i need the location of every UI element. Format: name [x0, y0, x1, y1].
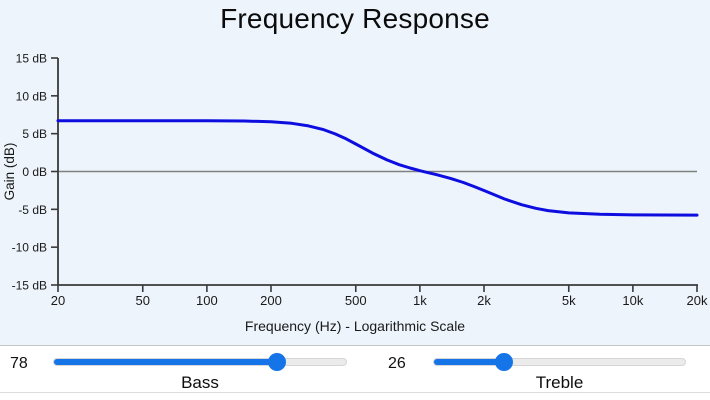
y-tick-label: 0 dB	[22, 165, 47, 179]
x-tick-label: 100	[196, 293, 218, 308]
y-axis-title: Gain (dB)	[2, 143, 17, 201]
x-tick-label: 200	[260, 293, 282, 308]
y-tick-label: -15 dB	[12, 279, 47, 293]
x-tick-label: 5k	[562, 293, 576, 308]
bass-value: 78	[10, 355, 28, 372]
chart-title: Frequency Response	[220, 3, 490, 34]
x-tick-label: 20k	[687, 293, 708, 308]
response-curve	[56, 119, 699, 217]
x-axis-title: Frequency (Hz) - Logarithmic Scale	[245, 318, 465, 334]
axis-lines	[57, 58, 698, 286]
y-tick-label: -10 dB	[12, 241, 47, 255]
treble-label: Treble	[535, 373, 584, 392]
y-tick-label: 5 dB	[22, 127, 47, 141]
y-tick-label: 15 dB	[16, 52, 47, 66]
chart-canvas: 15 dB 10 dB 5 dB 0 dB -5 dB -10 dB -15 dB 20 50 1…	[2, 52, 708, 335]
y-tick-label: -5 dB	[18, 203, 47, 217]
y-tick-label: 10 dB	[16, 89, 47, 103]
x-tick-label: 50	[136, 293, 150, 308]
bass-slider-column: Bass	[53, 353, 347, 392]
bass-slider[interactable]	[53, 353, 347, 371]
bass-label: Bass	[181, 373, 219, 392]
bass-control: 78 Bass	[0, 353, 355, 392]
x-tick-label: 2k	[477, 293, 491, 308]
treble-value: 26	[388, 355, 406, 372]
x-tick-label: 1k	[413, 293, 427, 308]
frequency-response-chart: Frequency Response 15 dB 10 dB 5 dB 0 dB -5 …	[0, 0, 710, 345]
x-tick-label: 500	[345, 293, 367, 308]
x-tick-label: 20	[51, 293, 65, 308]
x-tick-label: 10k	[622, 293, 643, 308]
treble-control: 26 Treble	[355, 353, 710, 392]
tone-controls: 78 Bass 26 Treble	[0, 345, 710, 393]
treble-slider[interactable]	[433, 353, 686, 371]
treble-slider-column: Treble	[433, 353, 686, 392]
